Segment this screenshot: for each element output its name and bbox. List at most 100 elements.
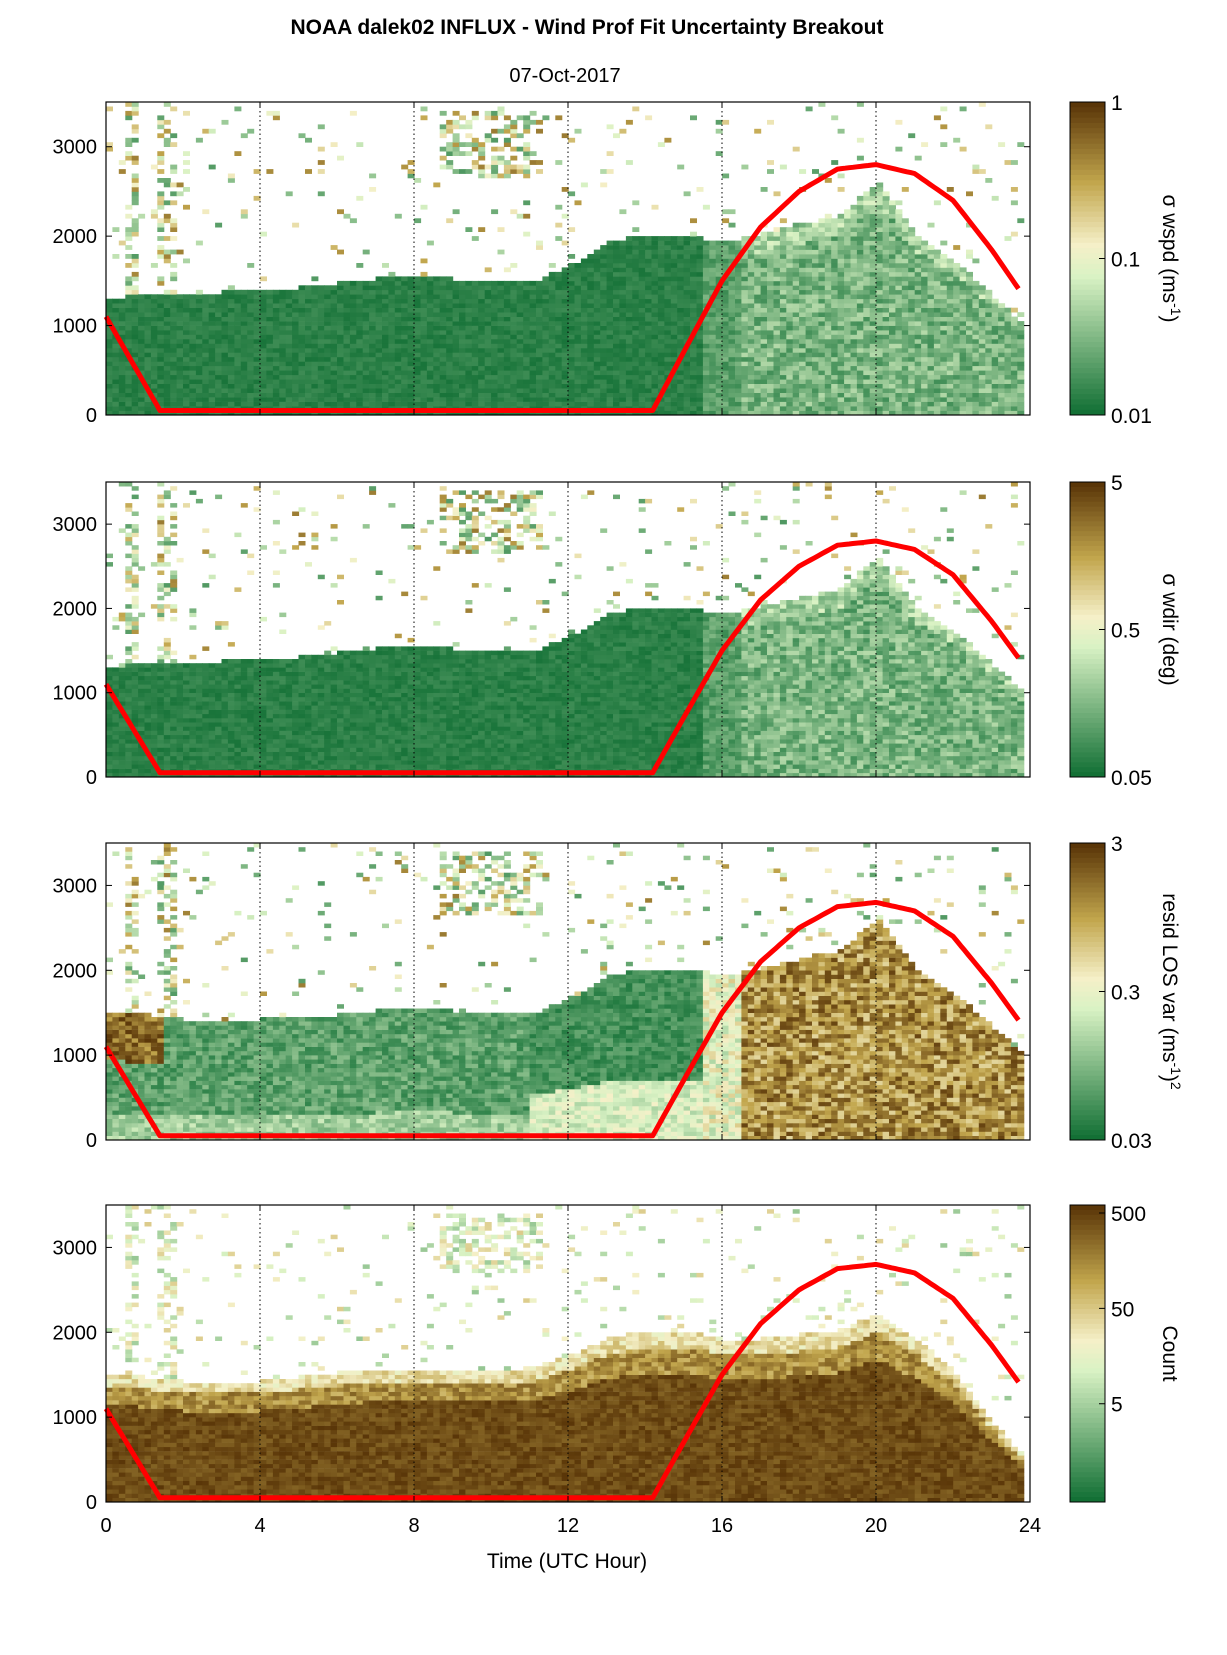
heatmap-cell xyxy=(157,294,164,299)
heatmap-cell xyxy=(112,308,119,313)
heatmap-cell xyxy=(549,303,556,308)
heatmap-cell xyxy=(324,352,331,357)
heatmap-cell xyxy=(555,294,562,299)
heatmap-cell xyxy=(568,267,575,272)
heatmap-cell xyxy=(587,294,594,299)
heatmap-cell xyxy=(549,366,556,371)
heatmap-cell xyxy=(838,245,845,250)
heatmap-cell xyxy=(440,147,447,152)
heatmap-cell xyxy=(658,281,665,286)
heatmap-cell xyxy=(786,303,793,308)
heatmap-cell xyxy=(754,285,761,290)
heatmap-cell xyxy=(523,317,530,322)
heatmap-cell xyxy=(446,303,453,308)
heatmap-cell xyxy=(632,339,639,344)
heatmap-cell xyxy=(510,169,517,174)
heatmap-cell xyxy=(356,388,363,393)
heatmap-cell xyxy=(170,200,177,205)
heatmap-cell xyxy=(170,393,177,398)
heatmap-cell xyxy=(741,393,748,398)
heatmap-cell xyxy=(324,299,331,304)
heatmap-cell xyxy=(138,326,145,331)
heatmap-cell xyxy=(619,375,626,380)
heatmap-cell xyxy=(902,339,909,344)
heatmap-cell xyxy=(504,174,511,179)
heatmap-cell xyxy=(433,361,440,366)
heatmap-cell xyxy=(677,339,684,344)
heatmap-cell xyxy=(523,294,530,299)
heatmap-cell xyxy=(774,254,781,259)
heatmap-cell xyxy=(498,366,505,371)
heatmap-cell xyxy=(446,299,453,304)
heatmap-cell xyxy=(587,326,594,331)
heatmap-cell xyxy=(677,267,684,272)
heatmap-cell xyxy=(427,321,434,326)
heatmap-cell xyxy=(947,348,954,353)
heatmap-cell xyxy=(575,303,582,308)
heatmap-cell xyxy=(568,263,575,268)
heatmap-cell xyxy=(806,299,813,304)
heatmap-cell xyxy=(934,326,941,331)
heatmap-cell xyxy=(478,294,485,299)
heatmap-cell xyxy=(857,245,864,250)
heatmap-cell xyxy=(780,263,787,268)
heatmap-cell xyxy=(671,285,678,290)
heatmap-cell xyxy=(690,254,697,259)
heatmap-cell xyxy=(594,388,601,393)
heatmap-cell xyxy=(485,308,492,313)
heatmap-cell xyxy=(337,303,344,308)
heatmap-cell xyxy=(542,402,549,407)
heatmap-cell xyxy=(940,366,947,371)
heatmap-cell xyxy=(517,375,524,380)
heatmap-cell xyxy=(607,321,614,326)
heatmap-cell xyxy=(414,218,421,223)
heatmap-cell xyxy=(292,402,299,407)
heatmap-cell xyxy=(594,339,601,344)
heatmap-cell xyxy=(786,357,793,362)
heatmap-cell xyxy=(741,326,748,331)
heatmap-cell xyxy=(632,236,639,241)
heatmap-cell xyxy=(818,223,825,228)
heatmap-cell xyxy=(568,276,575,281)
heatmap-cell xyxy=(895,272,902,277)
heatmap-cell xyxy=(915,263,922,268)
heatmap-cell xyxy=(542,330,549,335)
heatmap-cell xyxy=(838,393,845,398)
heatmap-cell xyxy=(780,303,787,308)
heatmap-cell xyxy=(440,281,447,286)
heatmap-cell xyxy=(786,245,793,250)
heatmap-cell xyxy=(761,236,768,241)
heatmap-cell xyxy=(857,357,864,362)
heatmap-cell xyxy=(767,245,774,250)
heatmap-cell xyxy=(536,344,543,349)
heatmap-cell xyxy=(318,160,325,165)
heatmap-cell xyxy=(831,227,838,232)
heatmap-cell xyxy=(600,393,607,398)
heatmap-cell xyxy=(793,223,800,228)
heatmap-cell xyxy=(709,375,716,380)
heatmap-cell xyxy=(356,375,363,380)
heatmap-cell xyxy=(504,294,511,299)
heatmap-cell xyxy=(292,370,299,375)
heatmap-cell xyxy=(414,276,421,281)
heatmap-cell xyxy=(697,308,704,313)
heatmap-cell xyxy=(446,344,453,349)
heatmap-cell xyxy=(568,379,575,384)
heatmap-cell xyxy=(921,272,928,277)
heatmap-cell xyxy=(626,348,633,353)
heatmap-cell xyxy=(844,218,851,223)
heatmap-cell xyxy=(510,384,517,389)
heatmap-cell xyxy=(684,370,691,375)
heatmap-cell xyxy=(555,357,562,362)
heatmap-cell xyxy=(299,402,306,407)
heatmap-cell xyxy=(299,290,306,295)
heatmap-cell xyxy=(311,366,318,371)
heatmap-cell xyxy=(209,339,216,344)
heatmap-cell xyxy=(125,397,132,402)
heatmap-cell xyxy=(228,384,235,389)
heatmap-cell xyxy=(581,348,588,353)
heatmap-cell xyxy=(465,151,472,156)
heatmap-cell xyxy=(170,335,177,340)
heatmap-cell xyxy=(491,312,498,317)
heatmap-cell xyxy=(684,250,691,255)
